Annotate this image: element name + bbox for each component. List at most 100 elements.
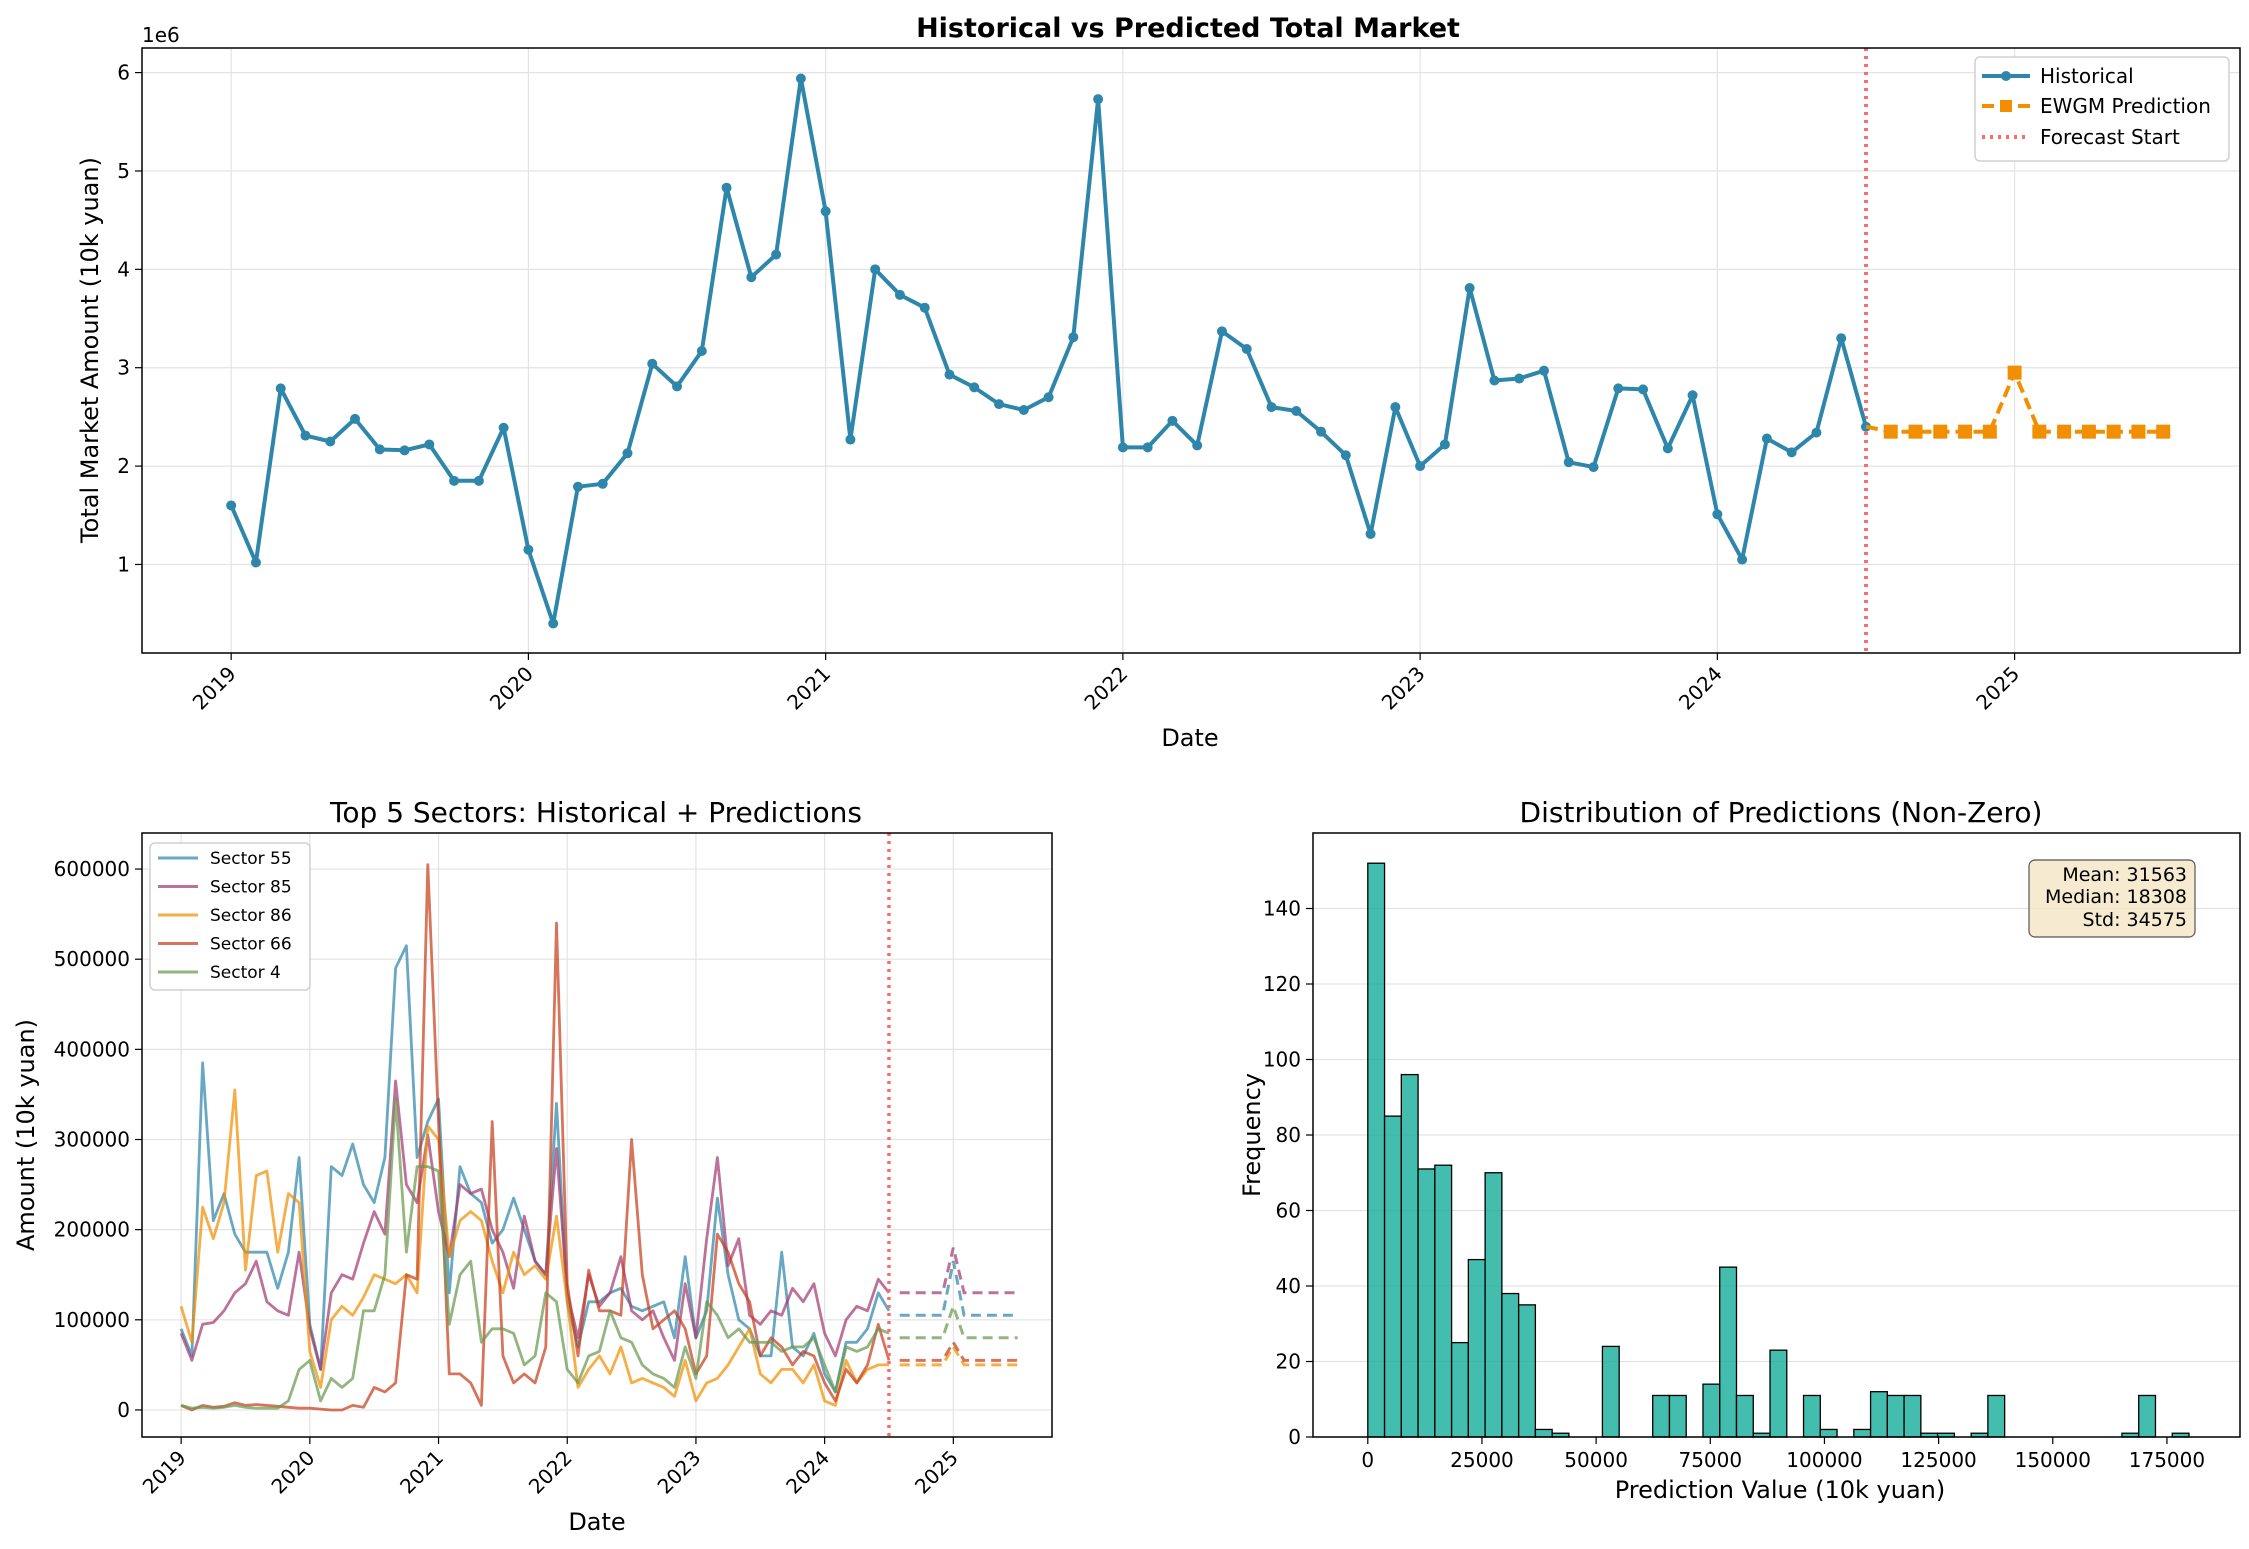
sector-prediction-line xyxy=(899,1247,1018,1295)
prediction-point xyxy=(2081,424,2096,439)
main-chart-y-tick-label: 6 xyxy=(117,61,130,85)
main-chart-offset-label: 1e6 xyxy=(142,23,180,47)
sectors-chart-legend-box xyxy=(149,842,311,991)
sectors-chart-panel: Top 5 Sectors: Historical + Predictions … xyxy=(12,796,1053,1536)
historical-point xyxy=(1811,427,1822,438)
sectors-chart-y-tick-label: 200000 xyxy=(54,1218,130,1242)
distribution-x-tick-label: 150000 xyxy=(2015,1448,2091,1472)
historical-point xyxy=(399,445,410,456)
distribution-chart-x-axis-label: Prediction Value (10k yuan) xyxy=(1615,1476,1946,1504)
sector-prediction-line xyxy=(899,1301,1018,1340)
main-chart-y-tick-label: 2 xyxy=(117,454,130,478)
sectors-chart-y-tick-label: 300000 xyxy=(54,1128,130,1152)
historical-point xyxy=(1662,443,1673,454)
sectors-chart-y-tick-label: 500000 xyxy=(54,947,130,971)
historical-point xyxy=(1043,392,1054,403)
sectors-legend-label: Sector 4 xyxy=(210,963,281,983)
historical-point xyxy=(1712,509,1723,520)
historical-point xyxy=(696,345,707,356)
sectors-chart-y-tick-label: 0 xyxy=(117,1398,130,1422)
sectors-chart-x-axis-label: Date xyxy=(568,1508,625,1536)
distribution-x-tick-label: 75000 xyxy=(1678,1448,1742,1472)
histogram-bar xyxy=(1450,1341,1470,1438)
historical-point xyxy=(1439,439,1450,450)
historical-point xyxy=(1737,554,1748,565)
histogram-bar xyxy=(1484,1172,1503,1438)
historical-point xyxy=(647,358,658,369)
distribution-y-tick-label: 20 xyxy=(1276,1350,1301,1374)
histogram-bar xyxy=(1735,1394,1754,1438)
sector-historical-line xyxy=(180,1097,890,1410)
historical-point xyxy=(449,475,460,486)
historical-point xyxy=(1142,442,1153,453)
sectors-chart-title: Top 5 Sectors: Historical + Predictions xyxy=(329,796,862,829)
historical-point xyxy=(672,381,683,392)
distribution-y-tick-label: 80 xyxy=(1276,1123,1301,1147)
historical-point xyxy=(597,478,608,489)
distribution-x-tick-label: 125000 xyxy=(1900,1448,1976,1472)
sectors-chart-y-tick-label: 600000 xyxy=(54,857,130,881)
histogram-bar xyxy=(1903,1394,1922,1438)
legend-forecast-label: Forecast Start xyxy=(2040,125,2180,149)
stats-box-background xyxy=(2028,859,2196,938)
histogram-bar xyxy=(1383,1115,1402,1438)
main-chart-frame xyxy=(141,47,2241,654)
historical-point xyxy=(944,369,955,380)
histogram-bar xyxy=(1853,1428,1872,1438)
historical-point xyxy=(1365,528,1376,539)
sectors-chart-legend: Sector 55 Sector 85 Sector 86 Sector 66 Sect… xyxy=(149,842,311,991)
sector-historical-line xyxy=(179,1088,889,1407)
historical-point xyxy=(1761,433,1772,444)
prediction-point xyxy=(2007,365,2022,380)
distribution-y-tick-label: 140 xyxy=(1263,897,1301,921)
histogram-bar xyxy=(1601,1345,1620,1438)
distribution-x-tick-label: 0 xyxy=(1361,1448,1374,1472)
historical-point xyxy=(845,434,856,445)
historical-point xyxy=(1514,373,1525,384)
histogram-bar xyxy=(1886,1394,1905,1438)
distribution-chart-title: Distribution of Predictions (Non-Zero) xyxy=(1520,796,2043,829)
distribution-y-tick-label: 40 xyxy=(1276,1274,1301,1298)
historical-point xyxy=(746,272,757,283)
histogram-bar xyxy=(2138,1394,2157,1438)
sector-historical-line xyxy=(179,1079,891,1371)
histogram-bar xyxy=(1467,1258,1486,1438)
historical-point xyxy=(721,182,732,193)
histogram-bar xyxy=(1400,1073,1419,1438)
historical-point xyxy=(473,475,484,486)
main-chart-y-tick-label: 3 xyxy=(117,356,130,380)
historical-point xyxy=(548,618,559,629)
historical-point xyxy=(498,422,509,433)
sectors-chart-y-ticks: 0 100000 200000 300000 400000 500000 600000 xyxy=(54,857,142,1422)
prediction-point xyxy=(1982,424,1997,439)
sector-prediction-line xyxy=(899,1260,1018,1317)
historical-point xyxy=(820,206,831,217)
stats-median: Median: 18308 xyxy=(2045,886,2187,908)
historical-point xyxy=(1538,365,1549,376)
historical-point xyxy=(572,481,583,492)
historical-point xyxy=(325,436,336,447)
sectors-chart-frame xyxy=(141,832,1053,1438)
distribution-chart-y-axis-label: Frequency xyxy=(1238,1073,1266,1197)
prediction-point xyxy=(1958,424,1973,439)
main-chart-legend-box xyxy=(1974,56,2230,162)
historical-point xyxy=(1216,326,1227,337)
historical-point xyxy=(1415,461,1426,472)
distribution-x-tick-label: 25000 xyxy=(1450,1448,1514,1472)
legend-prediction-marker xyxy=(2000,100,2012,112)
historical-point xyxy=(1836,333,1847,344)
historical-point xyxy=(1241,344,1252,355)
histogram-bar xyxy=(1769,1349,1788,1438)
sectors-chart-y-axis-label: Amount (10k yuan) xyxy=(12,1019,40,1251)
histogram-bar xyxy=(1652,1394,1671,1438)
histogram-bar xyxy=(1534,1428,1553,1438)
main-chart-grid xyxy=(142,48,2240,653)
historical-point xyxy=(374,444,385,455)
sectors-chart-y-tick-label: 100000 xyxy=(54,1308,130,1332)
histogram-bar xyxy=(1987,1394,2006,1438)
main-chart-y-tick-label: 4 xyxy=(117,257,130,281)
prediction-point xyxy=(2057,424,2072,439)
historical-point xyxy=(350,413,361,424)
sectors-legend-label: Sector 86 xyxy=(210,906,292,926)
